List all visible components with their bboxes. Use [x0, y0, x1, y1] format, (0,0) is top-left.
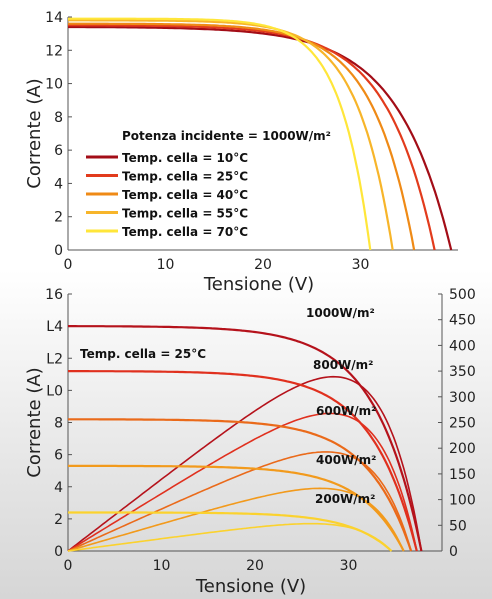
y2-tick-label: 100 [449, 493, 476, 509]
iv-curve-line [68, 325, 423, 552]
y-tick-label: 6 [54, 143, 63, 159]
x-tick-label: 0 [64, 558, 73, 574]
y2-tick-label: 0 [449, 544, 458, 560]
y2-tick-label: 200 [449, 441, 476, 457]
x-tick-label: 20 [254, 257, 272, 273]
y-tick-label: 2 [54, 210, 63, 226]
x-tick-label: 10 [157, 257, 175, 273]
y-tick-label: 12 [45, 43, 63, 59]
legend-entry: Temp. cella = 10°C [122, 151, 248, 165]
x-axis-title: Tensione (V) [195, 576, 306, 597]
series-label: 200W/m² [315, 492, 375, 506]
iv-curve-line [68, 17, 372, 251]
y-tick-label: 14 [45, 10, 63, 26]
legend-entry: Temp. cella = 25°C [122, 170, 248, 184]
pv-curve-line [67, 412, 418, 552]
legend-entry: Temp. cella = 40°C [122, 188, 248, 202]
iv-curve-line [68, 22, 416, 251]
series-label: 400W/m² [316, 453, 376, 467]
iv-curve-line [68, 464, 405, 552]
y-tick-label: L4 [46, 319, 63, 335]
pv-curve-line [67, 375, 423, 552]
y-tick-label: 2 [54, 512, 63, 528]
iv-curve-line [68, 511, 393, 552]
condition-label: Temp. cella = 25°C [80, 347, 206, 361]
chart-irradiance: 02468L0L2L416050100150200250300350400450… [24, 287, 476, 597]
y-tick-label: 10 [45, 77, 63, 93]
legend-entry: Temp. cella = 70°C [122, 225, 248, 239]
y2-tick-label: 400 [449, 338, 476, 354]
y-axis-title: Corrente (A) [24, 367, 45, 477]
x-tick-label: 30 [352, 257, 370, 273]
x-tick-label: 10 [153, 558, 171, 574]
y-tick-label: L2 [46, 351, 63, 367]
y-tick-label: 8 [54, 110, 63, 126]
legend-entry: Temp. cella = 55°C [122, 207, 248, 221]
y-tick-label: 6 [54, 448, 63, 464]
y-axis-title: Corrente (A) [24, 78, 45, 188]
y2-tick-label: 150 [449, 467, 476, 483]
pv-curve-line [67, 451, 412, 552]
series-label: 1000W/m² [306, 306, 375, 320]
y-tick-label: 0 [54, 544, 63, 560]
y-tick-label: L0 [46, 383, 63, 399]
y2-tick-label: 50 [449, 518, 467, 534]
y-tick-label: 8 [54, 416, 63, 432]
y-tick-label: 0 [54, 243, 63, 259]
y2-tick-label: 250 [449, 416, 476, 432]
y-tick-label: 4 [54, 176, 63, 192]
y2-tick-label: 350 [449, 364, 476, 380]
iv-curve-line [68, 418, 413, 552]
y-tick-label: 16 [45, 287, 63, 303]
chart-temperature: 0 2 4 6 8 10 12 14 0 10 20 30 Potenza incidente = 10… [24, 10, 458, 295]
y-tick-label: 4 [54, 480, 63, 496]
y2-tick-label: 300 [449, 390, 476, 406]
x-axis-title: Tensione (V) [203, 274, 314, 295]
pv-curve-line [67, 487, 405, 552]
legend-title: Potenza incidente = 1000W/m² [122, 129, 331, 143]
pv-curve-line [67, 522, 393, 552]
iv-curve-line [68, 24, 436, 251]
x-tick-label: 0 [64, 257, 73, 273]
iv-curve-line [68, 19, 394, 251]
series-label: 600W/m² [316, 404, 376, 418]
x-tick-label: 30 [340, 558, 358, 574]
iv-curve-line [68, 25, 453, 251]
series-label: 800W/m² [313, 358, 373, 372]
y2-tick-label: 500 [449, 287, 476, 303]
x-tick-label: 20 [246, 558, 264, 574]
y2-tick-label: 450 [449, 313, 476, 329]
